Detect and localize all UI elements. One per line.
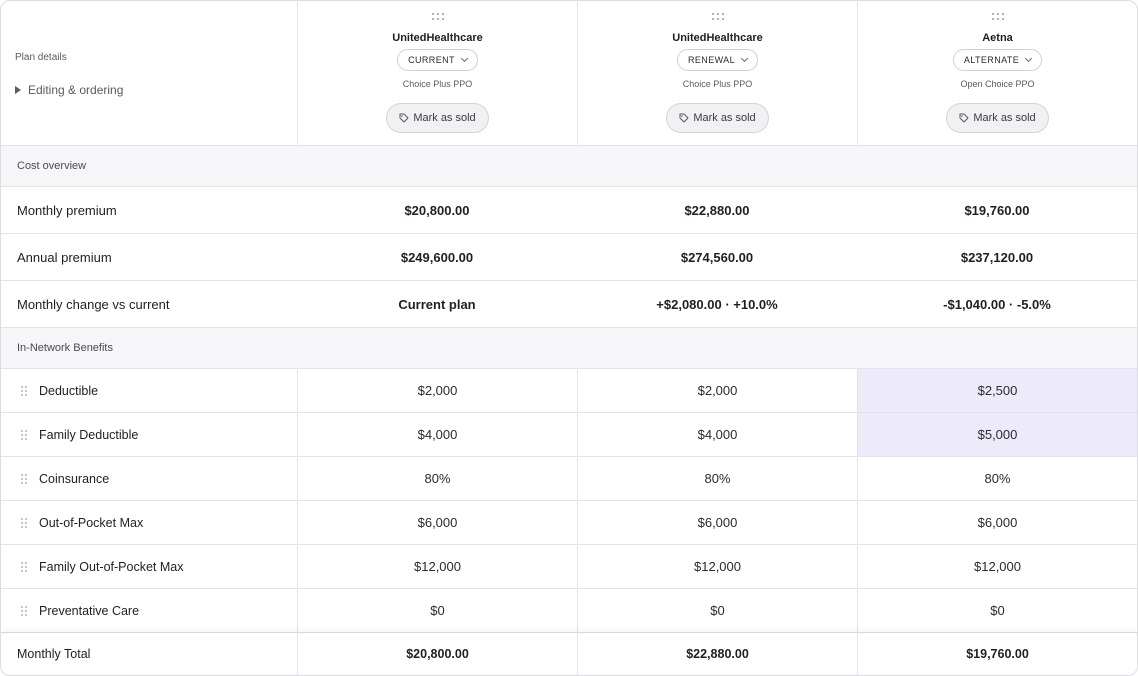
plan-status-select[interactable]: CURRENT [397, 49, 478, 71]
row-label: Out-of-Pocket Max [39, 515, 144, 530]
monthly-total-row: Monthly Total $20,800.00 $22,880.00 $19,… [1, 632, 1137, 675]
cell-value: $2,000 [417, 383, 458, 398]
row-label: Family Deductible [39, 427, 139, 442]
row-label: Monthly change vs current [17, 296, 170, 312]
row-label: Preventative Care [39, 603, 140, 618]
cell-value: $0 [710, 603, 725, 618]
cell-value: $22,880.00 [686, 647, 749, 661]
cell-value: $4,000 [697, 427, 738, 442]
cell-value: $0 [990, 603, 1005, 618]
cell-value: $12,000 [974, 559, 1021, 574]
table-header: Plan details Editing & ordering UnitedHe… [1, 1, 1137, 146]
mark-as-sold-label: Mark as sold [413, 112, 476, 124]
row-label: Coinsurance [39, 471, 110, 486]
row-label: Family Out-of-Pocket Max [39, 559, 184, 574]
plan-status-label: ALTERNATE [963, 55, 1020, 65]
row-label: Deductible [39, 383, 99, 398]
cell-value: $0 [430, 603, 445, 618]
grip-icon[interactable] [431, 13, 444, 21]
plan-name: Open Choice PPO [960, 79, 1035, 89]
plan-status-select[interactable]: RENEWAL [677, 49, 758, 71]
table-row: Monthly change vs current Current plan +… [1, 281, 1137, 328]
tag-icon [399, 113, 410, 123]
table-row: Preventative Care $0 $0 $0 [1, 589, 1137, 633]
cell-value: $6,000 [417, 515, 458, 530]
row-label: Monthly premium [17, 202, 117, 218]
plan-name: Choice Plus PPO [402, 79, 473, 89]
chevron-down-icon [1025, 54, 1033, 63]
plan-name: Choice Plus PPO [682, 79, 753, 89]
section-title: Cost overview [17, 160, 87, 172]
mark-as-sold-button[interactable]: Mark as sold [666, 103, 769, 133]
cell-value: $6,000 [977, 515, 1018, 530]
drag-handle-icon[interactable] [21, 473, 27, 484]
mark-as-sold-button[interactable]: Mark as sold [386, 103, 489, 133]
table-row: Monthly premium $20,800.00 $22,880.00 $1… [1, 187, 1137, 234]
highlighted-cell: $2,500 [857, 369, 1137, 412]
cell-value: 80% [984, 471, 1011, 486]
plan-column-2: UnitedHealthcare RENEWAL Choice Plus PPO… [577, 1, 857, 145]
table-row: Deductible $2,000 $2,000 $2,500 [1, 369, 1137, 413]
row-label: Monthly Total [17, 647, 91, 661]
grip-icon[interactable] [711, 13, 724, 21]
section-cost-overview: Cost overview [1, 146, 1137, 187]
cell-value: 80% [424, 471, 451, 486]
triangle-right-icon [15, 86, 21, 94]
plan-column-3: Aetna ALTERNATE Open Choice PPO Mark as … [857, 1, 1137, 145]
cell-value: $20,800.00 [404, 202, 470, 218]
table-row: Annual premium $249,600.00 $274,560.00 $… [1, 234, 1137, 281]
drag-handle-icon[interactable] [21, 561, 27, 572]
cell-value: $12,000 [414, 559, 461, 574]
section-in-network-benefits: In-Network Benefits [1, 328, 1137, 369]
plan-status-select[interactable]: ALTERNATE [952, 49, 1043, 71]
cell-value: $22,880.00 [684, 202, 750, 218]
cell-value: $5,000 [977, 427, 1018, 442]
row-label: Annual premium [17, 249, 112, 265]
header-label-cell: Plan details Editing & ordering [1, 1, 297, 145]
plan-column-1: UnitedHealthcare CURRENT Choice Plus PPO… [297, 1, 577, 145]
carrier-name: UnitedHealthcare [672, 32, 763, 44]
drag-handle-icon[interactable] [21, 385, 27, 396]
cell-value: $20,800.00 [406, 647, 469, 661]
cell-value: $2,000 [697, 383, 738, 398]
cell-value: $237,120.00 [960, 249, 1034, 265]
cell-value: $6,000 [697, 515, 738, 530]
section-title: In-Network Benefits [17, 342, 113, 354]
cell-value: $4,000 [417, 427, 458, 442]
cell-value: $12,000 [694, 559, 741, 574]
cell-value: 80% [704, 471, 731, 486]
table-row: Out-of-Pocket Max $6,000 $6,000 $6,000 [1, 501, 1137, 545]
carrier-name: Aetna [982, 32, 1013, 44]
drag-handle-icon[interactable] [21, 605, 27, 616]
plan-status-label: RENEWAL [688, 55, 735, 65]
plan-status-label: CURRENT [408, 55, 455, 65]
highlighted-cell: $5,000 [857, 413, 1137, 456]
cell-value: -$1,040.00 · -5.0% [943, 296, 1051, 312]
cell-value: $19,760.00 [966, 647, 1029, 661]
cell-value: +$2,080.00 · +10.0% [656, 296, 778, 312]
mark-as-sold-label: Mark as sold [973, 112, 1036, 124]
mark-as-sold-label: Mark as sold [693, 112, 756, 124]
table-row: Family Deductible $4,000 $4,000 $5,000 [1, 413, 1137, 457]
plan-details-label: Plan details [15, 52, 67, 63]
mark-as-sold-button[interactable]: Mark as sold [946, 103, 1049, 133]
grip-icon[interactable] [991, 13, 1004, 21]
table-row: Family Out-of-Pocket Max $12,000 $12,000… [1, 545, 1137, 589]
cell-value: $2,500 [977, 383, 1018, 398]
table-row: Coinsurance 80% 80% 80% [1, 457, 1137, 501]
editing-ordering-toggle[interactable]: Editing & ordering [15, 83, 123, 97]
tag-icon [959, 113, 970, 123]
drag-handle-icon[interactable] [21, 429, 27, 440]
editing-ordering-label: Editing & ordering [28, 83, 124, 97]
drag-handle-icon[interactable] [21, 517, 27, 528]
chevron-down-icon [460, 54, 468, 63]
tag-icon [679, 113, 690, 123]
cell-value: $249,600.00 [400, 249, 474, 265]
cell-value: $19,760.00 [964, 202, 1030, 218]
cell-value: $274,560.00 [680, 249, 754, 265]
carrier-name: UnitedHealthcare [392, 32, 483, 44]
cell-value: Current plan [398, 296, 476, 312]
chevron-down-icon [740, 54, 749, 63]
